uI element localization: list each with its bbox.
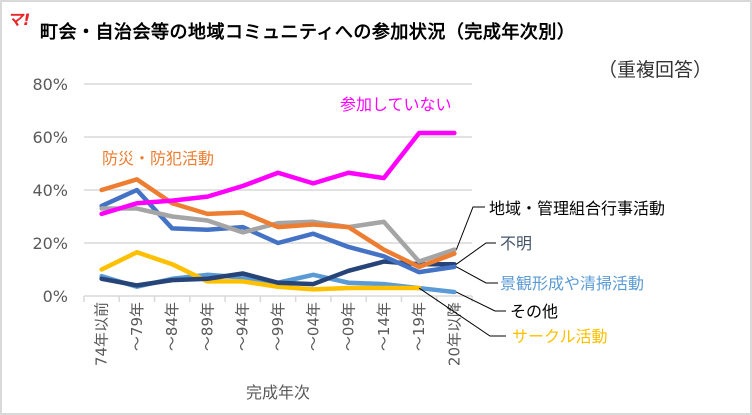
logo: マ! [7,10,31,29]
x-tick-label: ～79年 [128,302,146,351]
series-line-2 [99,206,457,264]
series-line-6 [99,250,422,292]
y-tick-label: 0% [43,287,68,306]
series-label-6: サークル活動 [512,327,608,346]
leader-line [455,206,485,250]
x-tick-label: ～89年 [198,302,216,351]
x-tick-label: 74年以前 [93,302,111,366]
series-label-2: 地域・管理組合行事活動 [489,199,665,218]
x-tick-label: ～84年 [163,302,181,351]
series-label-4: 不明 [500,234,532,253]
leader-line [456,242,496,265]
x-tick-label: ～94年 [234,302,252,351]
series-label-3: 景観形成や清掃活動 [500,274,644,293]
leader-line [418,287,506,337]
y-tick-label: 80% [32,75,68,94]
y-tick-label: 20% [32,234,68,253]
x-tick-label: ～09年 [340,302,358,351]
series-line-0 [99,130,457,217]
x-tick-label: ～99年 [269,302,287,351]
leader-line [456,291,506,312]
series-label-0: 参加していない [340,95,452,114]
leader-line [456,266,498,284]
chart-title: 町会・自治会等の地域コミュニティへの参加状況（完成年次別） [40,22,576,43]
y-tick-label: 40% [32,181,68,200]
x-tick-label: ～19年 [410,302,428,351]
x-tick-label: 20年以降 [445,302,463,366]
series-label-5: その他 [510,302,558,321]
x-axis-label: 完成年次 [246,383,310,402]
chart-subtitle: （重複回答） [598,59,713,81]
x-tick-label: ～14年 [375,302,393,351]
x-tick-label: ～04年 [304,302,322,351]
series-label-1: 防災・防犯活動 [102,149,214,168]
y-tick-label: 60% [32,128,68,147]
